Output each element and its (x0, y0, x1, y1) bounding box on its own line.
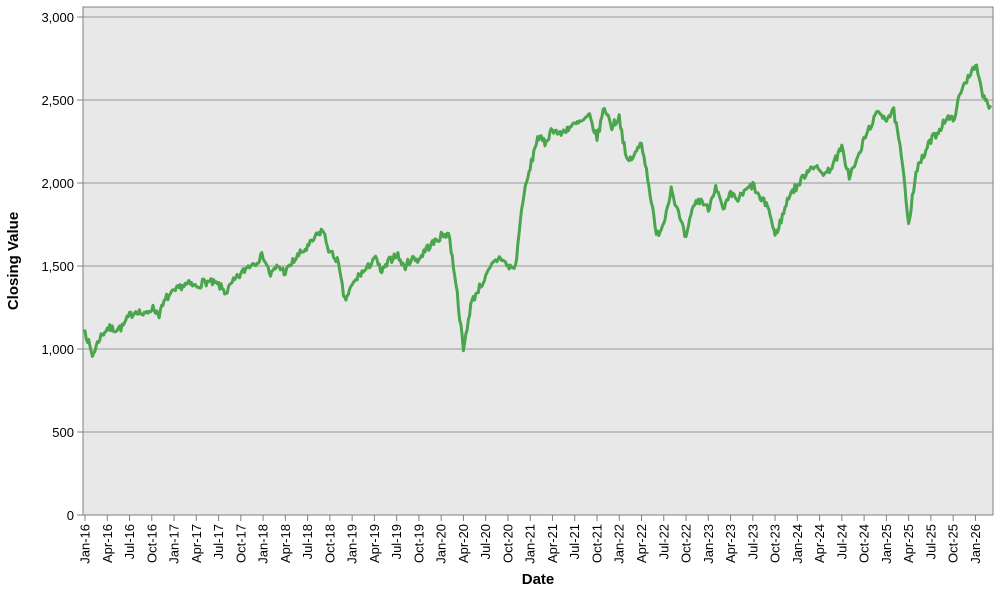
y-tick-label: 2,000 (41, 176, 74, 191)
x-tick-label: Jan-22 (612, 524, 627, 564)
x-tick-label: Apr-16 (100, 524, 115, 563)
x-tick-label: Oct-22 (679, 524, 694, 563)
x-tick-label: Jan-23 (701, 524, 716, 564)
plot-area (83, 7, 993, 515)
x-tick-label: Apr-23 (723, 524, 738, 563)
x-tick-label: Apr-22 (634, 524, 649, 563)
x-tick-label: Jul-20 (478, 524, 493, 559)
y-axis-ticks: 0 500 1,000 1,500 2,000 2,500 3,000 (41, 10, 83, 523)
x-tick-label: Jul-21 (567, 524, 582, 559)
x-tick-label: Oct-25 (946, 524, 961, 563)
x-tick-label: Apr-18 (278, 524, 293, 563)
x-tick-label: Oct-21 (589, 524, 604, 563)
y-axis-title: Closing Value (5, 212, 22, 310)
closing-value-series-line (83, 63, 992, 358)
x-tick-label: Jan-24 (790, 524, 805, 564)
x-tick-label: Jul-25 (923, 524, 938, 559)
y-tick-label: 1,500 (41, 259, 74, 274)
x-tick-label: Apr-19 (367, 524, 382, 563)
x-tick-label: Jul-17 (211, 524, 226, 559)
x-tick-label: Jan-16 (78, 524, 93, 564)
x-tick-label: Jul-22 (656, 524, 671, 559)
x-tick-label: Jan-21 (523, 524, 538, 564)
x-tick-label: Oct-19 (411, 524, 426, 563)
x-tick-label: Jul-23 (745, 524, 760, 559)
x-tick-label: Oct-23 (768, 524, 783, 563)
x-tick-label: Jan-26 (968, 524, 983, 564)
x-tick-label: Jul-19 (389, 524, 404, 559)
y-tick-label: 2,500 (41, 93, 74, 108)
x-axis-ticks: Jan-16 Apr-16 Jul-16 Oct-16 Jan-17 Apr-17 Jul-… (78, 515, 983, 564)
x-tick-label: Oct-24 (857, 524, 872, 563)
y-tick-label: 1,000 (41, 342, 74, 357)
x-tick-label: Apr-24 (812, 524, 827, 563)
x-tick-label: Jan-20 (434, 524, 449, 564)
plot-border (82, 6, 994, 516)
x-tick-label: Oct-18 (322, 524, 337, 563)
x-tick-label: Apr-25 (901, 524, 916, 563)
x-axis-title: Date (522, 571, 555, 588)
x-tick-label: Oct-20 (500, 524, 515, 563)
x-tick-label: Apr-17 (189, 524, 204, 563)
x-tick-label: Jul-18 (300, 524, 315, 559)
x-tick-label: Oct-17 (233, 524, 248, 563)
x-tick-label: Jan-17 (167, 524, 182, 564)
y-tick-label: 3,000 (41, 10, 74, 25)
x-tick-label: Jul-24 (834, 524, 849, 559)
x-tick-label: Oct-16 (144, 524, 159, 563)
x-tick-label: Jan-18 (256, 524, 271, 564)
x-tick-label: Jul-16 (122, 524, 137, 559)
gridlines (83, 16, 993, 433)
y-tick-label: 0 (67, 508, 74, 523)
x-tick-label: Apr-20 (456, 524, 471, 563)
x-tick-label: Apr-21 (545, 524, 560, 563)
y-tick-label: 500 (52, 425, 74, 440)
x-tick-label: Jan-19 (345, 524, 360, 564)
x-tick-label: Jan-25 (879, 524, 894, 564)
